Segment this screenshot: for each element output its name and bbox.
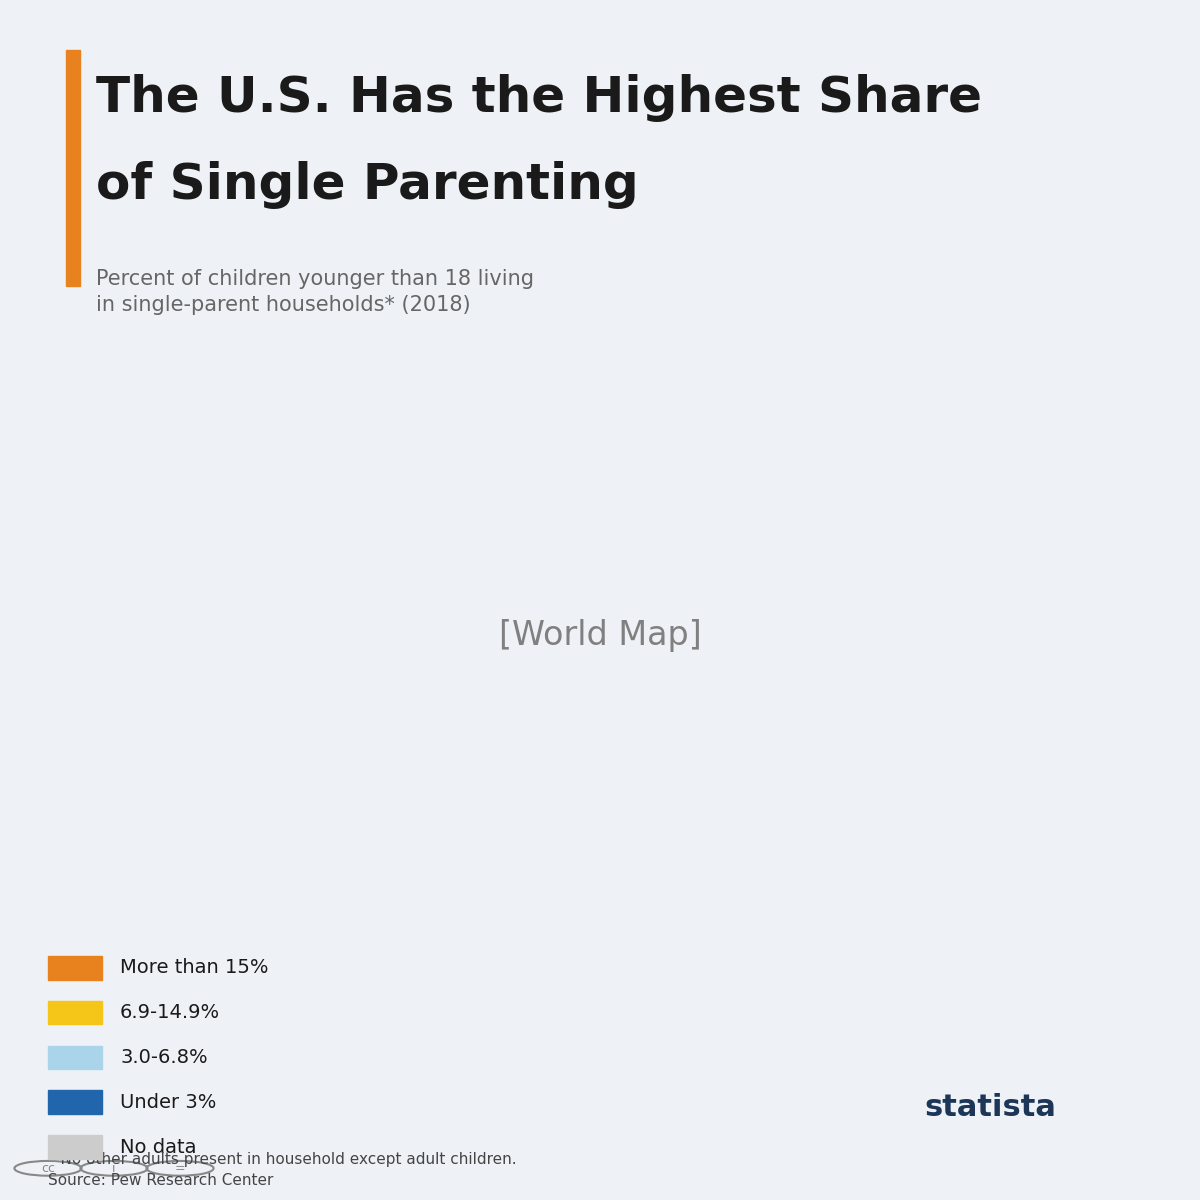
Bar <box>48 1045 102 1069</box>
Text: No data: No data <box>120 1138 197 1157</box>
Bar <box>48 1091 102 1114</box>
Text: =: = <box>175 1162 185 1175</box>
Bar <box>66 50 80 286</box>
Text: statista: statista <box>924 1093 1056 1122</box>
Text: More than 15%: More than 15% <box>120 958 269 977</box>
Text: [World Map]: [World Map] <box>499 619 701 653</box>
Text: cc: cc <box>41 1162 55 1175</box>
Text: The U.S. Has the Highest Share: The U.S. Has the Highest Share <box>96 74 982 122</box>
Text: i: i <box>113 1162 115 1175</box>
Text: of Single Parenting: of Single Parenting <box>96 161 638 209</box>
Bar <box>48 1135 102 1159</box>
Text: Under 3%: Under 3% <box>120 1093 216 1112</box>
Text: 6.9-14.9%: 6.9-14.9% <box>120 1003 220 1022</box>
Text: 3.0-6.8%: 3.0-6.8% <box>120 1048 208 1067</box>
Text: * No other adults present in household except adult children.
Source: Pew Resear: * No other adults present in household e… <box>48 1152 517 1188</box>
Bar <box>48 1001 102 1025</box>
Bar <box>48 955 102 979</box>
Text: Percent of children younger than 18 living
in single-parent households* (2018): Percent of children younger than 18 livi… <box>96 269 534 316</box>
